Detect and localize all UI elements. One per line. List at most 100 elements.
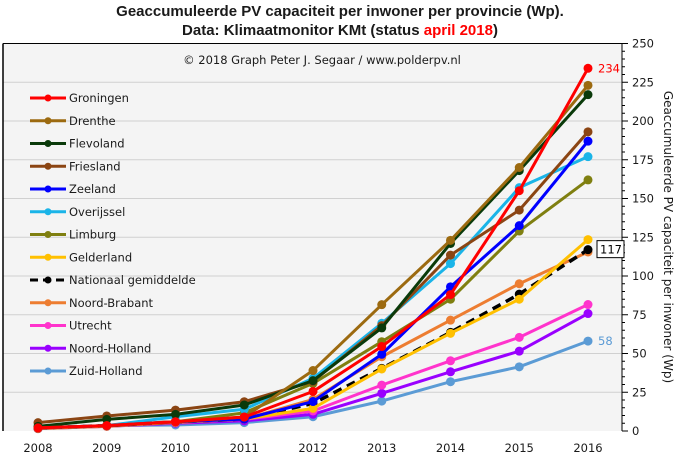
data-point bbox=[377, 342, 387, 352]
y-tick-label: 25 bbox=[632, 385, 647, 399]
data-point bbox=[308, 376, 318, 386]
data-point bbox=[446, 315, 455, 325]
data-point bbox=[583, 300, 593, 310]
legend-swatch-marker bbox=[44, 322, 52, 329]
x-tick-label: 2016 bbox=[573, 441, 602, 455]
data-point bbox=[583, 63, 593, 73]
data-point bbox=[377, 323, 387, 333]
legend-swatch-marker bbox=[44, 276, 52, 284]
data-point bbox=[308, 366, 318, 376]
data-point bbox=[514, 346, 524, 356]
legend-item: Friesland bbox=[30, 159, 121, 173]
legend-item: Groningen bbox=[30, 91, 129, 105]
x-tick-label: 2011 bbox=[230, 441, 259, 455]
data-point bbox=[102, 414, 112, 424]
y-tick-label: 100 bbox=[632, 269, 654, 283]
data-point bbox=[377, 300, 387, 310]
data-point bbox=[583, 127, 593, 137]
x-tick-label: 2010 bbox=[161, 441, 190, 455]
data-point bbox=[446, 259, 455, 269]
legend: Groningen Drenthe Flevoland Friesland Zeelan… bbox=[30, 91, 196, 378]
y-axis-ticks: 0 25 50 75 100 125 150 175 200 225 250 bbox=[622, 37, 654, 438]
legend-label: Noord-Brabant bbox=[69, 296, 154, 310]
legend-label: Nationaal gemiddelde bbox=[69, 273, 196, 287]
y-tick-label: 125 bbox=[632, 230, 654, 244]
legend-label: Friesland bbox=[69, 159, 121, 173]
data-point bbox=[377, 396, 387, 406]
legend-swatch-marker bbox=[44, 208, 52, 216]
data-point bbox=[446, 250, 455, 260]
legend-swatch-marker bbox=[44, 162, 52, 170]
legend-label: Noord-Holland bbox=[69, 341, 151, 355]
legend-swatch-marker bbox=[44, 117, 52, 125]
data-point bbox=[308, 386, 318, 396]
legend-item: Flevoland bbox=[30, 137, 125, 151]
chart-title-line1: Geaccumuleerde PV capaciteit per inwoner… bbox=[116, 3, 564, 20]
legend-item: Overijssel bbox=[30, 205, 125, 219]
data-point bbox=[514, 332, 524, 342]
legend-label: Overijssel bbox=[69, 205, 125, 219]
data-point bbox=[446, 367, 455, 377]
x-tick-label: 2008 bbox=[23, 441, 52, 455]
series-groningen bbox=[33, 63, 593, 433]
data-point bbox=[377, 388, 387, 398]
legend-item: Zeeland bbox=[30, 182, 116, 196]
legend-swatch-marker bbox=[44, 94, 52, 102]
copyright-notice: © 2018 Graph Peter J. Segaar / www.polde… bbox=[183, 53, 461, 67]
data-point bbox=[377, 349, 387, 359]
y-tick-label: 225 bbox=[632, 75, 654, 89]
x-tick-label: 2015 bbox=[505, 441, 534, 455]
legend-item: Utrecht bbox=[30, 319, 112, 333]
gridlines bbox=[3, 81, 622, 393]
data-point bbox=[583, 175, 593, 185]
data-point bbox=[583, 80, 593, 90]
legend-label: Zeeland bbox=[69, 182, 116, 196]
data-point bbox=[446, 235, 455, 245]
series-lines bbox=[33, 63, 593, 434]
legend-swatch-marker bbox=[44, 253, 52, 261]
x-tick-label: 2014 bbox=[436, 441, 465, 455]
legend-label: Utrecht bbox=[69, 319, 112, 333]
data-point bbox=[583, 235, 593, 245]
x-tick-label: 2009 bbox=[92, 441, 121, 455]
legend-label: Zuid-Holland bbox=[69, 364, 143, 378]
data-point bbox=[446, 356, 455, 366]
status-highlight: april 2018 bbox=[424, 22, 493, 39]
data-point bbox=[583, 152, 593, 162]
legend-label: Groningen bbox=[69, 91, 129, 105]
data-point bbox=[239, 412, 249, 422]
x-axis-ticks: 2008 2009 2010 2011 2012 2013 2014 2015 2016 bbox=[23, 441, 602, 455]
data-point bbox=[308, 397, 318, 407]
data-point bbox=[446, 328, 455, 338]
data-point bbox=[514, 186, 524, 196]
data-point bbox=[583, 336, 593, 346]
legend-item: Limburg bbox=[30, 228, 116, 242]
y-tick-label: 200 bbox=[632, 114, 654, 128]
legend-label: Flevoland bbox=[69, 137, 125, 151]
legend-swatch-marker bbox=[44, 299, 52, 307]
data-point bbox=[377, 380, 387, 390]
end-label-box bbox=[596, 240, 625, 259]
y-tick-label: 175 bbox=[632, 153, 654, 167]
y-tick-label: 75 bbox=[632, 308, 647, 322]
data-point bbox=[583, 90, 593, 100]
data-point bbox=[514, 205, 524, 215]
data-point bbox=[514, 362, 524, 372]
y-tick-label: 0 bbox=[632, 424, 639, 438]
data-point bbox=[583, 245, 593, 255]
end-label: 58 bbox=[598, 334, 613, 348]
data-point bbox=[514, 279, 524, 289]
data-point bbox=[33, 423, 43, 433]
legend-label: Gelderland bbox=[69, 250, 132, 264]
data-point bbox=[239, 400, 249, 410]
data-point bbox=[583, 309, 593, 319]
data-point bbox=[514, 221, 524, 231]
data-point bbox=[446, 377, 455, 387]
data-point bbox=[171, 409, 180, 419]
legend-item: Gelderland bbox=[30, 250, 132, 264]
legend-label: Limburg bbox=[69, 228, 116, 242]
legend-item: Zuid-Holland bbox=[30, 364, 143, 378]
end-label: 117 bbox=[600, 243, 622, 257]
legend-item: Noord-Holland bbox=[30, 341, 151, 355]
